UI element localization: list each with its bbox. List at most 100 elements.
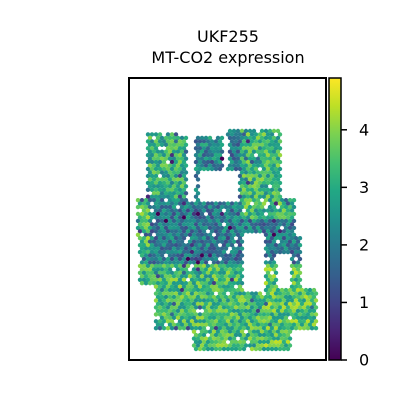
spot (173, 236, 179, 241)
spot (257, 173, 263, 179)
spot (213, 215, 219, 220)
spot (219, 218, 225, 224)
spot (239, 343, 245, 348)
spot (283, 322, 289, 327)
spot (265, 236, 271, 241)
spot (239, 135, 245, 141)
spot (233, 346, 239, 352)
spot (219, 225, 225, 231)
spot (301, 298, 307, 303)
spot (161, 153, 167, 158)
spot (291, 322, 297, 327)
spot (147, 239, 153, 244)
spot (231, 239, 237, 244)
spot (235, 308, 241, 314)
spot (151, 163, 157, 168)
spot (277, 291, 283, 296)
spot (173, 146, 179, 151)
spot (163, 315, 169, 320)
spot (227, 204, 233, 210)
spot (241, 153, 247, 158)
spot (215, 163, 221, 168)
spot (229, 339, 235, 345)
spot (203, 336, 209, 341)
spot (285, 298, 291, 303)
spot (253, 312, 259, 317)
spot (161, 243, 167, 248)
spot (243, 177, 249, 182)
spot (165, 208, 171, 213)
spot (259, 336, 265, 341)
spot (147, 142, 153, 147)
spot (267, 281, 273, 286)
spot (267, 274, 273, 279)
spot (157, 180, 163, 186)
spot (277, 173, 283, 179)
spot (179, 260, 185, 265)
spot (227, 329, 233, 334)
spot (223, 246, 229, 251)
spot (259, 225, 265, 231)
spot (155, 253, 161, 258)
spot (231, 211, 237, 217)
spot (169, 291, 175, 296)
spot (261, 187, 267, 192)
spot (267, 287, 273, 293)
spot (271, 184, 277, 189)
spot (273, 332, 279, 338)
spot (191, 274, 197, 279)
spot (157, 256, 163, 262)
spot (225, 346, 231, 352)
spot (295, 301, 301, 307)
spot (279, 204, 285, 210)
spot (209, 208, 215, 213)
spot (307, 322, 313, 327)
spot (257, 215, 263, 220)
spot (211, 225, 217, 231)
spot (255, 211, 261, 217)
spot (163, 218, 169, 224)
spot (287, 343, 293, 348)
spot (209, 305, 215, 310)
spot (219, 274, 225, 279)
spot (179, 239, 185, 244)
spot (247, 225, 253, 231)
spot (155, 322, 161, 327)
spot (211, 163, 217, 168)
spot (239, 301, 245, 307)
spot (289, 208, 295, 213)
spot (171, 142, 177, 147)
spot (221, 339, 227, 345)
spot (207, 232, 213, 237)
spot (187, 239, 193, 244)
spot (263, 232, 269, 237)
spot (253, 166, 259, 172)
spot (271, 253, 277, 258)
spot (281, 201, 287, 206)
spot (267, 336, 273, 341)
spot (205, 339, 211, 345)
spot (211, 336, 217, 341)
spot (189, 298, 195, 303)
spot (193, 194, 199, 199)
spot (191, 246, 197, 251)
spot (287, 287, 293, 293)
spot (207, 322, 213, 327)
spot (261, 173, 267, 179)
spot (293, 319, 299, 324)
spot (167, 322, 173, 327)
spot (311, 322, 317, 327)
spot (153, 249, 159, 255)
spot (267, 232, 273, 237)
spot (291, 315, 297, 320)
spot (153, 277, 159, 282)
spot (163, 163, 169, 168)
spot (209, 146, 215, 151)
spot (213, 270, 219, 275)
spot (233, 291, 239, 296)
spot (219, 343, 225, 348)
spot (263, 294, 269, 300)
spot (245, 229, 251, 234)
spot (135, 198, 141, 203)
spot (157, 215, 163, 220)
